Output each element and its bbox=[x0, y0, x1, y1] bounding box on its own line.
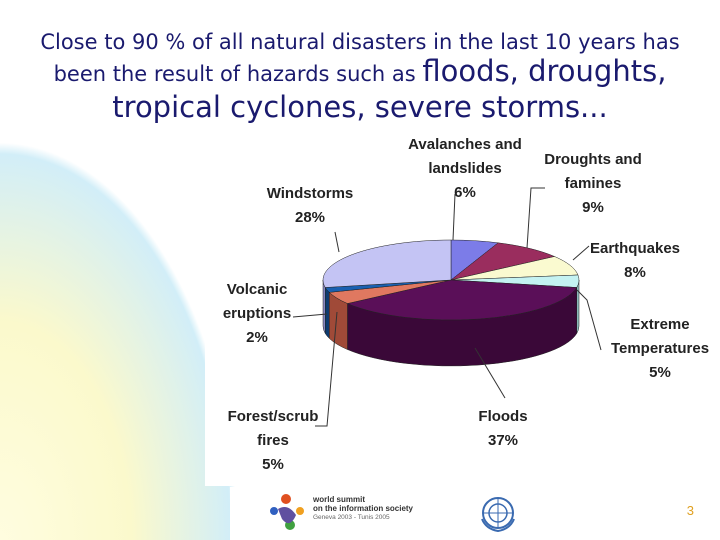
leader-line-avalanches-and-landslides bbox=[452, 193, 456, 241]
title-line-2-small: been the result of hazards such as bbox=[53, 62, 423, 86]
wsis-logo-icon bbox=[270, 494, 304, 530]
page-number: 3 bbox=[686, 503, 694, 518]
leader-line-earthquakes bbox=[572, 245, 590, 261]
pie-slice-windstorms bbox=[322, 239, 452, 288]
title-line-2-big: floods, droughts, bbox=[422, 54, 667, 88]
pie-side-extreme-temperatures bbox=[576, 279, 580, 335]
slice-label-volcanic-eruptions: Volcanic eruptions 2% bbox=[223, 281, 291, 346]
pie-chart-area: Avalanches and landslides 6% Droughts and fa… bbox=[205, 136, 720, 486]
leader-line-volcanic-eruptions bbox=[292, 313, 328, 318]
leader-line-floods bbox=[474, 347, 506, 399]
slice-label-earthquakes: Earthquakes 8% bbox=[590, 240, 680, 281]
footer: world summit on the information society … bbox=[230, 487, 720, 540]
slice-label-avalanches-and-landslides: Avalanches and landslides 6% bbox=[408, 136, 522, 201]
logo-line-1: world summit bbox=[313, 495, 366, 504]
pie-side-walls bbox=[322, 279, 580, 367]
pie-side-volcanic-eruptions bbox=[325, 286, 330, 339]
leader-line-windstorms bbox=[334, 231, 340, 253]
title-line-2: been the result of hazards such as flood… bbox=[0, 56, 720, 89]
pie-side-windstorms bbox=[322, 279, 326, 335]
leader-line-forest-scrub-fires bbox=[315, 311, 338, 427]
slice-label-windstorms: Windstorms 28% bbox=[267, 185, 354, 226]
logo-line-2: on the information society bbox=[313, 504, 414, 513]
title-line-3: tropical cyclones, severe storms... bbox=[112, 90, 608, 124]
logo-line-3: Geneva 2003 - Tunis 2005 bbox=[313, 514, 390, 521]
slice-label-forest-scrub-fires: Forest/scrub fires 5% bbox=[228, 408, 319, 473]
pie-chart: Avalanches and landslides 6% Droughts and fa… bbox=[223, 136, 709, 473]
wmo-emblem-icon bbox=[481, 497, 515, 533]
leader-line-droughts-and-famines bbox=[526, 187, 545, 249]
slice-label-extreme-temperatures: Extreme Temperatures 5% bbox=[611, 316, 709, 381]
slice-label-floods: Floods 37% bbox=[478, 408, 527, 449]
slide-title: Close to 90 % of all natural disasters i… bbox=[0, 28, 720, 125]
title-line-1: Close to 90 % of all natural disasters i… bbox=[40, 30, 680, 54]
slice-label-droughts-and-famines: Droughts and famines 9% bbox=[544, 151, 642, 216]
pie-slice-floods bbox=[346, 279, 578, 321]
wsis-logo-text: world summit on the information society … bbox=[313, 495, 413, 522]
leader-line-extreme-temperatures bbox=[576, 289, 602, 351]
